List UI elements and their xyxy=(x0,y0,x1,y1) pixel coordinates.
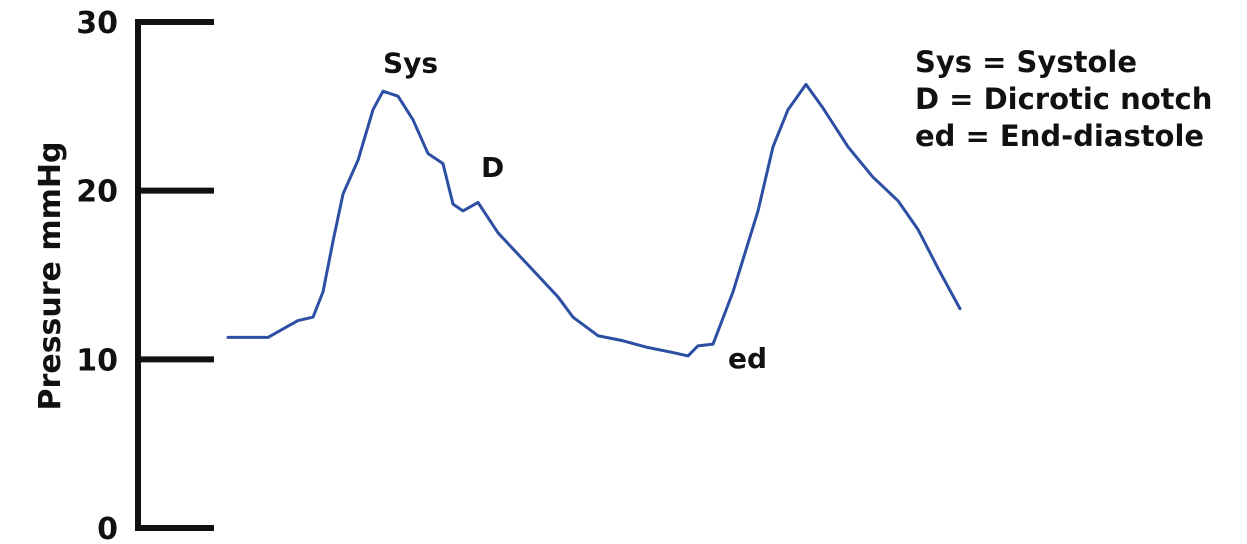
y-tick-labels: 0 10 20 30 xyxy=(76,6,118,544)
legend-entry-end-diastole: ed = End-diastole xyxy=(915,119,1204,153)
series-line-0 xyxy=(226,82,962,358)
y-tick-label-20: 20 xyxy=(76,175,118,210)
annotation-ed: ed xyxy=(728,342,767,375)
y-axis-title: Pressure mmHg xyxy=(33,142,68,411)
y-ticks xyxy=(135,19,214,531)
legend-entry-dicrotic-notch: D = Dicrotic notch xyxy=(915,82,1212,116)
y-tick-label-30: 30 xyxy=(76,6,118,41)
annotation-d: D xyxy=(481,151,504,184)
y-tick-label-10: 10 xyxy=(76,343,118,378)
annotation-layer: Sys Ded xyxy=(383,47,767,375)
legend: Sys = Systole D = Dicrotic notch ed = En… xyxy=(915,45,1212,153)
legend-entry-systole: Sys = Systole xyxy=(915,45,1137,79)
y-tick-label-0: 0 xyxy=(97,512,118,544)
annotation-sys: Sys xyxy=(383,47,438,80)
series-layer xyxy=(226,82,962,358)
